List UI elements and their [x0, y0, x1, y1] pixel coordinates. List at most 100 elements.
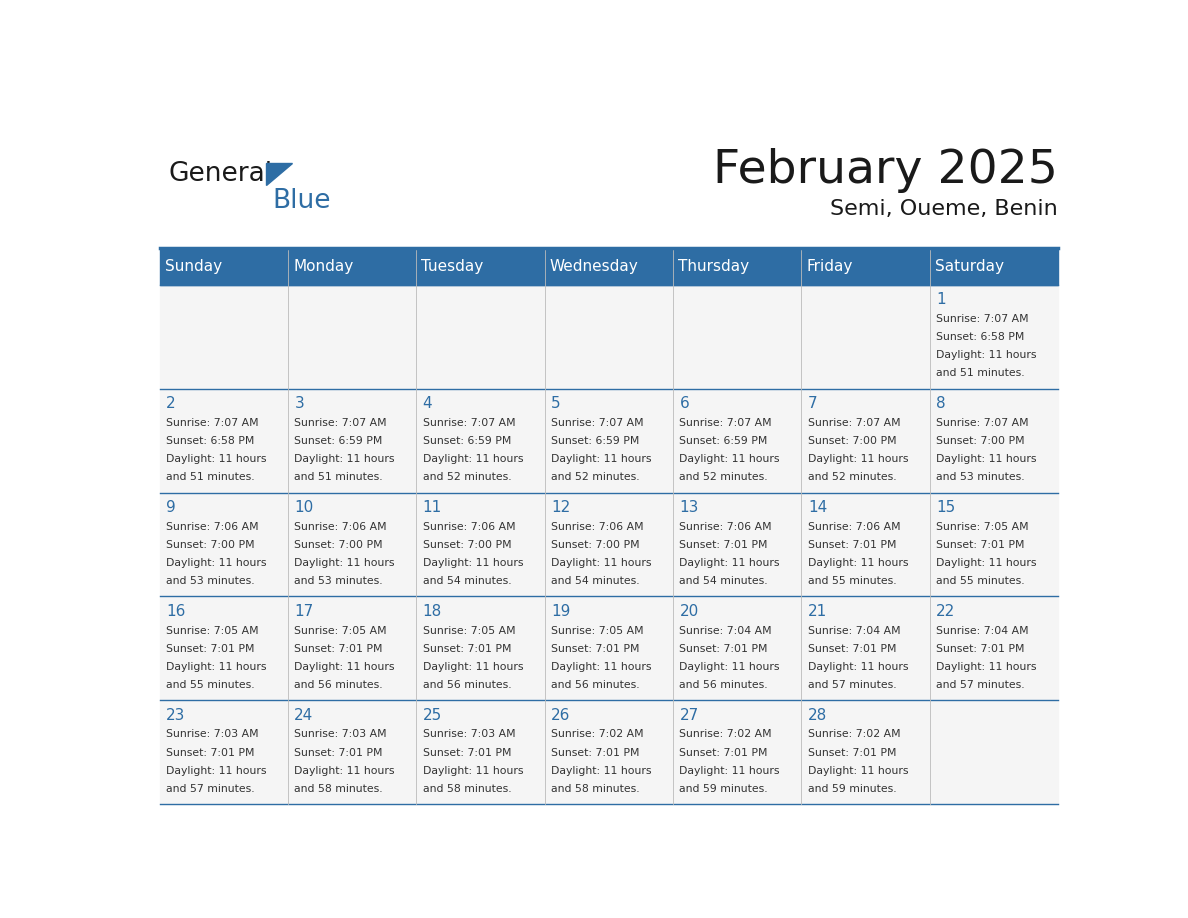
Text: 1: 1: [936, 292, 946, 307]
Text: 4: 4: [423, 396, 432, 411]
Text: Friday: Friday: [807, 259, 853, 274]
Text: Daylight: 11 hours: Daylight: 11 hours: [551, 454, 651, 465]
Text: Saturday: Saturday: [935, 259, 1004, 274]
Text: Daylight: 11 hours: Daylight: 11 hours: [936, 662, 1037, 672]
Text: Sunrise: 7:05 AM: Sunrise: 7:05 AM: [936, 521, 1029, 532]
Text: Daylight: 11 hours: Daylight: 11 hours: [808, 558, 909, 568]
Text: 11: 11: [423, 499, 442, 515]
Text: Monday: Monday: [293, 259, 353, 274]
Text: Sunset: 7:00 PM: Sunset: 7:00 PM: [551, 540, 639, 550]
Text: Sunset: 7:01 PM: Sunset: 7:01 PM: [295, 747, 383, 757]
Text: Daylight: 11 hours: Daylight: 11 hours: [680, 662, 781, 672]
Text: Sunset: 7:01 PM: Sunset: 7:01 PM: [680, 747, 767, 757]
Text: Sunrise: 7:07 AM: Sunrise: 7:07 AM: [808, 418, 901, 428]
Text: Sunrise: 7:06 AM: Sunrise: 7:06 AM: [808, 521, 901, 532]
Text: Semi, Oueme, Benin: Semi, Oueme, Benin: [830, 199, 1059, 219]
Text: and 58 minutes.: and 58 minutes.: [423, 784, 511, 794]
Text: Daylight: 11 hours: Daylight: 11 hours: [808, 454, 909, 465]
Text: 20: 20: [680, 604, 699, 619]
Bar: [159, 700, 1059, 804]
Text: 15: 15: [936, 499, 955, 515]
Text: and 58 minutes.: and 58 minutes.: [295, 784, 383, 794]
Text: 18: 18: [423, 604, 442, 619]
Text: 10: 10: [295, 499, 314, 515]
Text: 25: 25: [423, 708, 442, 722]
Text: and 54 minutes.: and 54 minutes.: [551, 577, 639, 587]
Text: and 52 minutes.: and 52 minutes.: [808, 472, 897, 482]
Text: Sunrise: 7:04 AM: Sunrise: 7:04 AM: [808, 625, 901, 635]
Text: and 57 minutes.: and 57 minutes.: [936, 680, 1025, 690]
Text: Sunset: 7:01 PM: Sunset: 7:01 PM: [166, 644, 254, 654]
Text: Sunset: 7:01 PM: Sunset: 7:01 PM: [551, 644, 639, 654]
Text: Wednesday: Wednesday: [550, 259, 638, 274]
Text: and 57 minutes.: and 57 minutes.: [808, 680, 897, 690]
Text: and 55 minutes.: and 55 minutes.: [808, 577, 897, 587]
Text: Sunrise: 7:06 AM: Sunrise: 7:06 AM: [166, 521, 259, 532]
Text: Daylight: 11 hours: Daylight: 11 hours: [423, 662, 523, 672]
Text: Sunset: 7:01 PM: Sunset: 7:01 PM: [680, 540, 767, 550]
Text: Daylight: 11 hours: Daylight: 11 hours: [295, 662, 394, 672]
Text: and 56 minutes.: and 56 minutes.: [551, 680, 639, 690]
Text: and 51 minutes.: and 51 minutes.: [936, 368, 1025, 378]
Text: Sunset: 6:59 PM: Sunset: 6:59 PM: [551, 436, 639, 446]
Text: Daylight: 11 hours: Daylight: 11 hours: [423, 454, 523, 465]
Text: and 51 minutes.: and 51 minutes.: [295, 472, 383, 482]
Bar: [159, 285, 1059, 388]
Text: Sunset: 7:01 PM: Sunset: 7:01 PM: [808, 540, 896, 550]
Text: Daylight: 11 hours: Daylight: 11 hours: [551, 662, 651, 672]
Text: Daylight: 11 hours: Daylight: 11 hours: [295, 766, 394, 776]
Text: Sunrise: 7:06 AM: Sunrise: 7:06 AM: [551, 521, 644, 532]
Text: Sunrise: 7:06 AM: Sunrise: 7:06 AM: [423, 521, 516, 532]
Bar: [159, 597, 1059, 700]
Text: Sunset: 7:00 PM: Sunset: 7:00 PM: [808, 436, 897, 446]
Text: and 55 minutes.: and 55 minutes.: [936, 577, 1025, 587]
Text: Sunrise: 7:05 AM: Sunrise: 7:05 AM: [295, 625, 387, 635]
Text: and 56 minutes.: and 56 minutes.: [423, 680, 511, 690]
Bar: [159, 388, 1059, 493]
Text: Sunrise: 7:04 AM: Sunrise: 7:04 AM: [680, 625, 772, 635]
Text: 8: 8: [936, 396, 946, 411]
Text: Sunset: 6:59 PM: Sunset: 6:59 PM: [423, 436, 511, 446]
Text: Daylight: 11 hours: Daylight: 11 hours: [936, 350, 1037, 360]
Text: and 52 minutes.: and 52 minutes.: [680, 472, 769, 482]
Text: Sunset: 7:01 PM: Sunset: 7:01 PM: [423, 747, 511, 757]
Text: 6: 6: [680, 396, 689, 411]
Text: and 57 minutes.: and 57 minutes.: [166, 784, 254, 794]
Text: 12: 12: [551, 499, 570, 515]
Text: Sunrise: 7:02 AM: Sunrise: 7:02 AM: [551, 730, 644, 740]
Text: Sunrise: 7:02 AM: Sunrise: 7:02 AM: [808, 730, 901, 740]
Text: Daylight: 11 hours: Daylight: 11 hours: [551, 558, 651, 568]
Text: and 54 minutes.: and 54 minutes.: [680, 577, 769, 587]
Text: 16: 16: [166, 604, 185, 619]
Text: Sunrise: 7:07 AM: Sunrise: 7:07 AM: [936, 314, 1029, 324]
Text: and 54 minutes.: and 54 minutes.: [423, 577, 511, 587]
Text: 22: 22: [936, 604, 955, 619]
Text: Sunrise: 7:06 AM: Sunrise: 7:06 AM: [680, 521, 772, 532]
Text: Daylight: 11 hours: Daylight: 11 hours: [808, 662, 909, 672]
Text: and 59 minutes.: and 59 minutes.: [680, 784, 769, 794]
Text: Daylight: 11 hours: Daylight: 11 hours: [808, 766, 909, 776]
Text: and 53 minutes.: and 53 minutes.: [295, 577, 383, 587]
Text: Daylight: 11 hours: Daylight: 11 hours: [166, 766, 266, 776]
Text: and 56 minutes.: and 56 minutes.: [680, 680, 769, 690]
Text: 14: 14: [808, 499, 827, 515]
Text: Sunrise: 7:03 AM: Sunrise: 7:03 AM: [423, 730, 516, 740]
Text: 17: 17: [295, 604, 314, 619]
Text: Sunrise: 7:07 AM: Sunrise: 7:07 AM: [680, 418, 772, 428]
Text: Sunset: 7:01 PM: Sunset: 7:01 PM: [423, 644, 511, 654]
Text: Daylight: 11 hours: Daylight: 11 hours: [166, 558, 266, 568]
Text: Sunrise: 7:05 AM: Sunrise: 7:05 AM: [166, 625, 259, 635]
Text: Sunrise: 7:04 AM: Sunrise: 7:04 AM: [936, 625, 1029, 635]
Text: Sunrise: 7:07 AM: Sunrise: 7:07 AM: [295, 418, 387, 428]
Text: Sunset: 7:01 PM: Sunset: 7:01 PM: [936, 540, 1025, 550]
Text: Thursday: Thursday: [678, 259, 750, 274]
Text: Daylight: 11 hours: Daylight: 11 hours: [423, 766, 523, 776]
Bar: [159, 493, 1059, 597]
Text: and 51 minutes.: and 51 minutes.: [166, 472, 254, 482]
Text: 23: 23: [166, 708, 185, 722]
Bar: [159, 248, 1059, 285]
Text: 24: 24: [295, 708, 314, 722]
Text: Daylight: 11 hours: Daylight: 11 hours: [295, 558, 394, 568]
Text: Sunset: 7:01 PM: Sunset: 7:01 PM: [551, 747, 639, 757]
Text: 3: 3: [295, 396, 304, 411]
